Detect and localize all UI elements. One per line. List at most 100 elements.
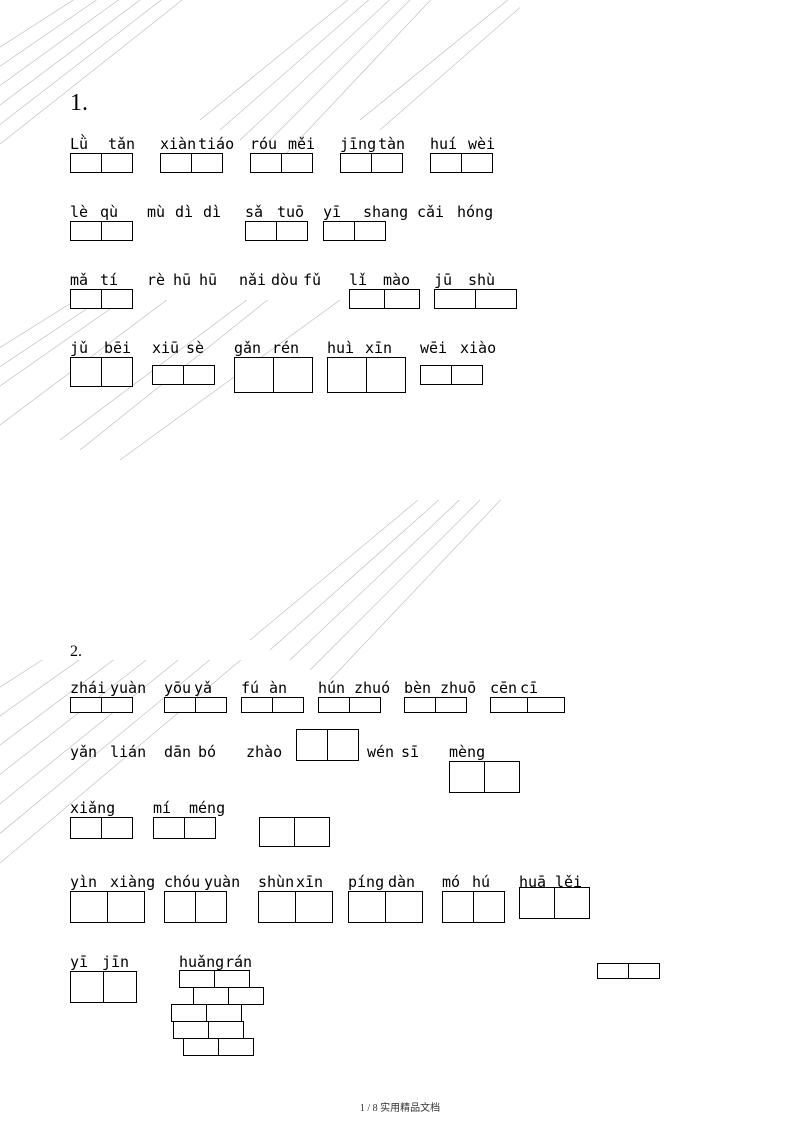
char-box — [219, 1038, 254, 1056]
pinyin-group: zhào — [246, 743, 309, 793]
char-box — [442, 891, 474, 923]
pinyin-group: nǎidòufǔ — [239, 271, 335, 309]
char-box — [245, 221, 277, 241]
char-box — [241, 697, 273, 713]
pinyin-group: míméng — [153, 799, 225, 847]
pinyin-syllable: zhào — [246, 743, 286, 761]
pinyin-syllable: cǎi — [417, 203, 457, 221]
char-box — [70, 891, 108, 923]
char-box — [350, 697, 381, 713]
char-box — [273, 697, 304, 713]
pinyin-syllable: shù — [468, 271, 502, 289]
char-box — [629, 963, 660, 979]
char-box — [340, 153, 372, 173]
char-box — [259, 817, 295, 847]
pinyin-syllable: rén — [272, 339, 310, 357]
pinyin-group: jǔbēi — [70, 339, 138, 393]
pinyin-syllable: jīn — [102, 953, 134, 971]
pinyin-syllable: yǎ — [194, 679, 224, 697]
pinyin-group: gǎnrén — [234, 339, 313, 393]
pinyin-syllable: gǎn — [234, 339, 272, 357]
char-box — [323, 221, 355, 241]
pinyin-syllable: shang — [363, 203, 403, 221]
pinyin-group: bènzhuō — [404, 679, 476, 713]
char-box — [179, 970, 215, 988]
char-box — [70, 357, 102, 387]
char-box — [385, 289, 420, 309]
char-box — [328, 729, 359, 761]
char-box — [102, 153, 133, 173]
pinyin-syllable: yōu — [164, 679, 194, 697]
pinyin-group: shùnxīn — [258, 873, 334, 923]
pinyin-syllable: yǎn — [70, 743, 110, 761]
char-box — [282, 153, 313, 173]
char-box — [215, 970, 250, 988]
pinyin-syllable: sè — [186, 339, 220, 357]
char-box — [296, 891, 333, 923]
pinyin-syllable: yuàn — [110, 679, 150, 697]
char-box — [404, 697, 436, 713]
pinyin-syllable: lè — [70, 203, 100, 221]
pinyin-syllable: yìn — [70, 873, 110, 891]
pinyin-syllable: hú — [472, 873, 502, 891]
pinyin-syllable: dì — [203, 203, 231, 221]
exercise-row: zháiyuànyōuyǎfúànhúnzhuóbènzhuōcēncī — [70, 679, 740, 713]
pinyin-syllable: shùn — [258, 873, 296, 891]
pinyin-group: wēixiào — [420, 339, 500, 393]
char-box — [102, 221, 133, 241]
char-box — [164, 891, 196, 923]
char-box — [70, 817, 102, 839]
exercise-row: jǔbēixiūsègǎnrénhuìxīnwēixiào — [70, 339, 740, 393]
pinyin-syllable: rè — [147, 271, 173, 289]
pinyin-syllable: xīn — [296, 873, 334, 891]
pinyin-syllable: xiàn — [160, 135, 198, 153]
pinyin-syllable: fǔ — [303, 271, 335, 289]
pinyin-group: yīshang — [323, 203, 403, 241]
char-box — [490, 697, 528, 713]
pinyin-syllable: wèi — [468, 135, 506, 153]
pinyin-syllable: fú — [241, 679, 269, 697]
pinyin-syllable: jǔ — [70, 339, 104, 357]
exercise-row: mǎtírèhūhūnǎidòufǔlǐmàojūshù — [70, 271, 740, 309]
pinyin-syllable: dān — [164, 743, 198, 761]
pinyin-syllable: dàn — [388, 873, 428, 891]
pinyin-group: mùdìdì — [147, 203, 231, 241]
page-footer: 1 / 8 实用精品文档 — [0, 1099, 800, 1114]
char-box — [70, 971, 104, 1003]
pinyin-syllable: zhái — [70, 679, 110, 697]
pinyin-group: rèhūhū — [147, 271, 225, 309]
char-box — [153, 817, 185, 839]
char-box — [386, 891, 423, 923]
char-box — [367, 357, 406, 393]
pinyin-group: yǎnlián — [70, 743, 150, 793]
pinyin-syllable: xiào — [460, 339, 500, 357]
pinyin-syllable: cēn — [490, 679, 520, 697]
char-box — [184, 365, 215, 385]
char-box — [108, 891, 145, 923]
char-box — [229, 987, 264, 1005]
char-box — [102, 289, 133, 309]
pinyin-syllable: lǐ — [349, 271, 383, 289]
pinyin-group: húnzhuó — [318, 679, 390, 713]
char-box — [104, 971, 137, 1003]
pinyin-syllable: tí — [100, 271, 130, 289]
pinyin-group: jīngtàn — [340, 135, 416, 173]
char-box — [70, 289, 102, 309]
pinyin-syllable: mǎ — [70, 271, 100, 289]
char-box — [185, 817, 216, 839]
pinyin-group: píngdàn — [348, 873, 428, 923]
pinyin-syllable: huǎng — [179, 953, 225, 971]
pinyin-syllable: jīng — [340, 135, 378, 153]
pinyin-group: sǎtuō — [245, 203, 309, 241]
char-box — [555, 887, 590, 919]
pinyin-syllable: nǎi — [239, 271, 271, 289]
pinyin-group: dānbó — [164, 743, 232, 793]
char-box — [474, 891, 505, 923]
pinyin-syllable: yī — [323, 203, 363, 221]
pinyin-syllable: bó — [198, 743, 232, 761]
pinyin-group: lǐmào — [349, 271, 420, 309]
section-2-number: 2. — [70, 643, 740, 661]
pinyin-group: wénsī — [367, 743, 435, 793]
pinyin-syllable: méng — [189, 799, 225, 817]
pinyin-syllable: cī — [520, 679, 550, 697]
